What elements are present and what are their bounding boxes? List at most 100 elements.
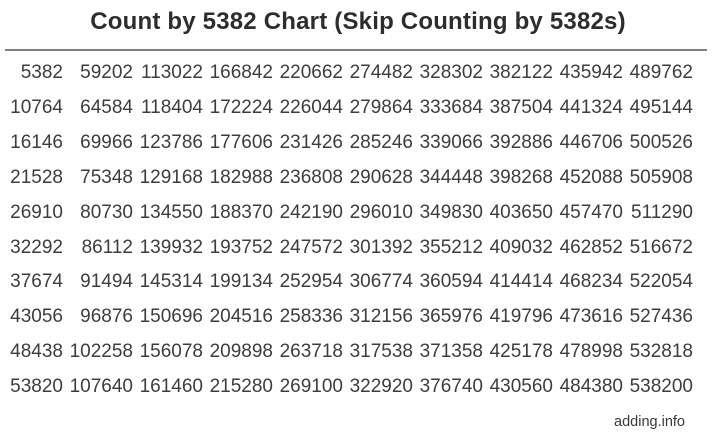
table-cell: 441324: [559, 97, 623, 119]
table-cell: 32292: [10, 236, 63, 258]
table-cell: 21528: [10, 166, 63, 188]
table-cell: 182988: [209, 166, 273, 188]
table-cell: 37674: [10, 271, 63, 293]
table-cell: 333684: [419, 97, 483, 119]
table-cell: 177606: [209, 132, 273, 154]
table-cell: 349830: [419, 201, 483, 223]
table-cell: 419796: [489, 306, 553, 328]
table-cell: 279864: [349, 97, 413, 119]
table-cell: 532818: [629, 341, 693, 363]
table-cell: 344448: [419, 166, 483, 188]
table-cell: 161460: [139, 376, 203, 398]
table-cell: 258336: [279, 306, 343, 328]
table-cell: 145314: [139, 271, 203, 293]
table-cell: 322920: [349, 376, 413, 398]
table-cell: 328302: [419, 62, 483, 84]
table-cell: 231426: [279, 132, 343, 154]
table-cell: 296010: [349, 201, 413, 223]
title-divider: [5, 49, 707, 51]
table-cell: 215280: [209, 376, 273, 398]
table-cell: 91494: [80, 271, 133, 293]
table-cell: 285246: [349, 132, 413, 154]
table-cell: 462852: [559, 236, 623, 258]
table-cell: 511290: [631, 201, 693, 223]
table-cell: 102258: [69, 341, 133, 363]
table-cell: 53820: [10, 376, 63, 398]
table-cell: 365976: [419, 306, 483, 328]
table-cell: 43056: [10, 306, 63, 328]
table-cell: 274482: [349, 62, 413, 84]
page-title: Count by 5382 Chart (Skip Counting by 53…: [90, 8, 626, 35]
table-cell: 538200: [629, 376, 693, 398]
table-cell: 59202: [80, 62, 133, 84]
table-cell: 69966: [80, 132, 133, 154]
table-cell: 123786: [139, 132, 203, 154]
table-cell: 527436: [629, 306, 693, 328]
table-cell: 5382: [20, 62, 63, 84]
table-cell: 446706: [559, 132, 623, 154]
table-cell: 107640: [69, 376, 133, 398]
table-cell: 468234: [559, 271, 623, 293]
table-cell: 80730: [80, 201, 133, 223]
table-cell: 500526: [629, 132, 693, 154]
table-cell: 301392: [349, 236, 413, 258]
table-cell: 522054: [629, 271, 693, 293]
table-cell: 414414: [489, 271, 553, 293]
table-cell: 376740: [419, 376, 483, 398]
table-cell: 489762: [629, 62, 693, 84]
table-cell: 48438: [10, 341, 63, 363]
table-cell: 139932: [139, 236, 203, 258]
table-cell: 64584: [80, 97, 133, 119]
site-attribution: adding.info: [614, 414, 685, 430]
table-cell: 204516: [209, 306, 273, 328]
table-cell: 209898: [209, 341, 273, 363]
table-cell: 457470: [559, 201, 623, 223]
table-cell: 339066: [419, 132, 483, 154]
table-cell: 392886: [489, 132, 553, 154]
table-cell: 134550: [139, 201, 203, 223]
table-cell: 306774: [349, 271, 413, 293]
table-cell: 317538: [349, 341, 413, 363]
table-cell: 96876: [80, 306, 133, 328]
table-cell: 355212: [419, 236, 483, 258]
number-grid: 5382 59202 113022 166842 220662 274482 328302 3…: [0, 56, 700, 404]
table-cell: 242190: [279, 201, 343, 223]
table-cell: 166842: [209, 62, 273, 84]
table-cell: 478998: [559, 341, 623, 363]
table-cell: 118404: [141, 97, 203, 119]
table-cell: 236808: [279, 166, 343, 188]
table-cell: 129168: [139, 166, 203, 188]
table-cell: 425178: [489, 341, 553, 363]
table-cell: 75348: [80, 166, 133, 188]
table-cell: 150696: [139, 306, 203, 328]
table-cell: 193752: [209, 236, 273, 258]
table-cell: 269100: [279, 376, 343, 398]
table-cell: 430560: [489, 376, 553, 398]
table-cell: 113022: [141, 62, 203, 84]
table-cell: 263718: [279, 341, 343, 363]
table-cell: 226044: [279, 97, 343, 119]
table-cell: 10764: [10, 97, 63, 119]
table-cell: 452088: [559, 166, 623, 188]
table-cell: 484380: [559, 376, 623, 398]
table-cell: 26910: [10, 201, 63, 223]
table-cell: 16146: [10, 132, 63, 154]
table-cell: 199134: [209, 271, 273, 293]
table-cell: 435942: [559, 62, 623, 84]
table-cell: 220662: [279, 62, 343, 84]
table-cell: 172224: [209, 97, 273, 119]
table-cell: 156078: [139, 341, 203, 363]
table-cell: 371358: [419, 341, 483, 363]
table-cell: 516672: [629, 236, 693, 258]
table-cell: 86112: [81, 236, 133, 258]
table-cell: 409032: [489, 236, 553, 258]
table-cell: 252954: [279, 271, 343, 293]
table-cell: 290628: [349, 166, 413, 188]
table-cell: 473616: [559, 306, 623, 328]
table-cell: 398268: [489, 166, 553, 188]
table-cell: 387504: [489, 97, 553, 119]
table-cell: 188370: [209, 201, 273, 223]
table-cell: 403650: [489, 201, 553, 223]
table-cell: 312156: [349, 306, 413, 328]
table-cell: 247572: [279, 236, 343, 258]
